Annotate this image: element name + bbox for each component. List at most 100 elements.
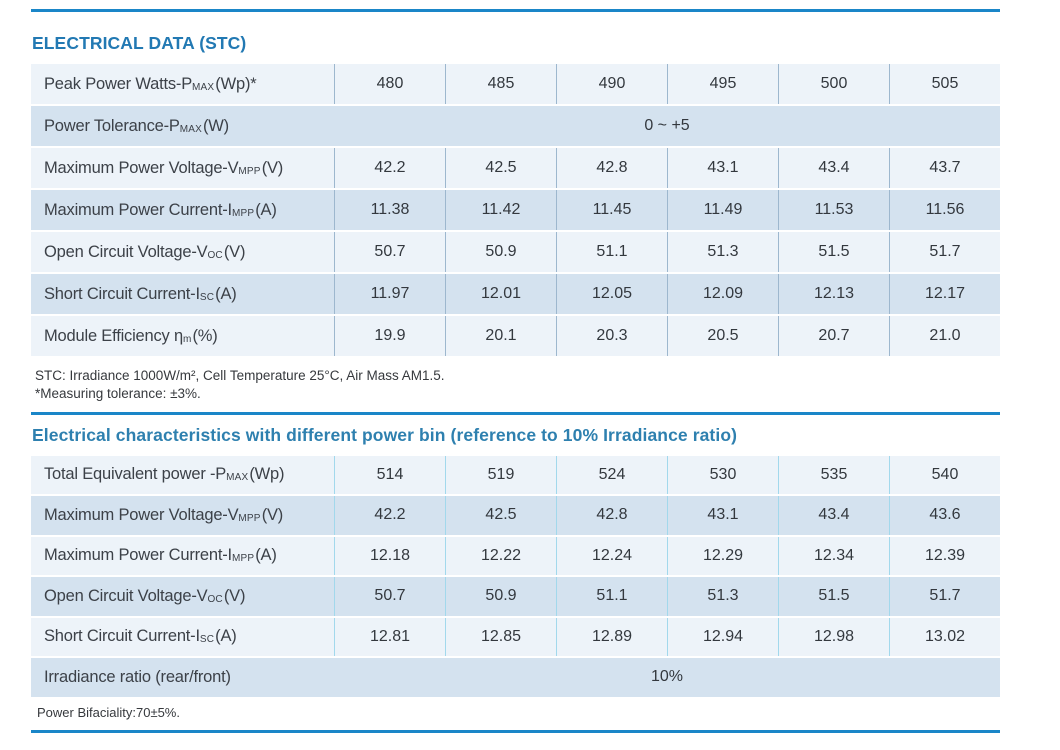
value-cell: 21.0 — [889, 316, 1000, 356]
value-cell: 495 — [667, 64, 778, 104]
table-row: Peak Power Watts-P MAX (Wp)* 480 485 490 … — [31, 64, 1000, 104]
row-label: Maximum Power Current-I MPP (A) — [31, 537, 334, 576]
value-cell: 43.4 — [778, 496, 889, 535]
value-cell: 51.1 — [556, 577, 667, 616]
row-label: Power Tolerance-P MAX (W) — [31, 106, 334, 146]
table-row: Short Circuit Current-I SC (A) 12.81 12.8… — [31, 617, 1000, 657]
label-subscript: MPP — [231, 207, 255, 219]
value-cell: 50.9 — [445, 232, 556, 272]
label-subscript: SC — [199, 291, 215, 303]
value-cell: 12.18 — [334, 536, 445, 575]
row-label: Short Circuit Current-I SC (A) — [31, 618, 334, 657]
value-cell: 535 — [778, 455, 889, 494]
value-cell: 20.3 — [556, 316, 667, 356]
label-subscript: m — [182, 333, 192, 345]
value-cell: 51.7 — [889, 577, 1000, 616]
label-unit: (A) — [255, 200, 277, 219]
value-cell: 51.7 — [889, 232, 1000, 272]
table-row: Open Circuit Voltage-V OC (V) 50.7 50.9 5… — [31, 577, 1000, 616]
stc-footnotes: STC: Irradiance 1000W/m², Cell Temperatu… — [35, 367, 1000, 403]
value-cell: 12.94 — [667, 617, 778, 656]
value-cell: 12.09 — [667, 274, 778, 314]
value-cell: 51.3 — [667, 232, 778, 272]
row-label: Module Efficiency η m (%) — [31, 316, 334, 356]
value-cell: 43.7 — [889, 148, 1000, 188]
value-cell: 50.9 — [445, 577, 556, 616]
row-label: Short Circuit Current-I SC (A) — [31, 274, 334, 314]
value-cell: 20.5 — [667, 316, 778, 356]
value-cell: 11.45 — [556, 190, 667, 230]
top-divider-rule — [31, 9, 1000, 12]
value-cell: 514 — [334, 455, 445, 494]
spanning-value-cell: 10% — [650, 668, 684, 686]
value-cell: 500 — [778, 64, 889, 104]
row-label: Maximum Power Voltage-V MPP (V) — [31, 496, 334, 535]
value-cell: 11.42 — [445, 190, 556, 230]
label-unit: (Wp) — [249, 465, 285, 484]
value-cell: 50.7 — [334, 577, 445, 616]
electrical-data-stc-table: Peak Power Watts-P MAX (Wp)* 480 485 490 … — [31, 64, 1000, 356]
table-row: Open Circuit Voltage-V OC (V) 50.7 50.9 5… — [31, 232, 1000, 272]
label-subscript: OC — [207, 593, 223, 605]
value-cell: 480 — [334, 64, 445, 104]
label-text: Open Circuit Voltage-V — [44, 586, 208, 605]
value-cell: 51.3 — [667, 577, 778, 616]
label-subscript: MPP — [231, 553, 255, 565]
value-cell: 485 — [445, 64, 556, 104]
label-text: Short Circuit Current-I — [44, 284, 200, 303]
value-cell: 42.5 — [445, 496, 556, 535]
label-subscript: MAX — [192, 81, 215, 93]
label-unit: (A) — [215, 627, 237, 646]
value-cell: 12.89 — [556, 617, 667, 656]
table-row: Maximum Power Voltage-V MPP (V) 42.2 42.5… — [31, 496, 1000, 535]
label-text: Maximum Power Current-I — [44, 200, 232, 219]
value-cell: 20.1 — [445, 316, 556, 356]
value-cell: 490 — [556, 64, 667, 104]
row-label: Maximum Power Current-I MPP (A) — [31, 190, 334, 230]
value-cell: 12.24 — [556, 536, 667, 575]
value-cell: 19.9 — [334, 316, 445, 356]
value-cell: 12.81 — [334, 617, 445, 656]
label-text: Peak Power Watts-P — [44, 74, 193, 93]
label-unit: (V) — [261, 505, 284, 524]
value-cell: 43.6 — [889, 496, 1000, 535]
stc-conditions-note: STC: Irradiance 1000W/m², Cell Temperatu… — [35, 368, 445, 383]
label-text: Irradiance ratio (rear/front) — [44, 667, 231, 686]
row-label: Total Equivalent power -P MAX (Wp) — [31, 456, 334, 495]
table-row: Short Circuit Current-I SC (A) 11.97 12.0… — [31, 274, 1000, 314]
table-row: Irradiance ratio (rear/front) 10% — [31, 658, 1000, 697]
value-cell: 42.2 — [334, 148, 445, 188]
label-text: Maximum Power Current-I — [44, 546, 232, 565]
label-unit: (%) — [192, 326, 218, 345]
label-subscript: OC — [207, 249, 223, 261]
value-cell: 43.4 — [778, 148, 889, 188]
label-text: Open Circuit Voltage-V — [44, 242, 208, 261]
value-cell: 12.13 — [778, 274, 889, 314]
value-cell: 51.1 — [556, 232, 667, 272]
measuring-tolerance-note: *Measuring tolerance: ±3%. — [35, 386, 201, 401]
label-unit: (V) — [261, 158, 284, 177]
power-bin-table: Total Equivalent power -P MAX (Wp) 514 51… — [31, 455, 1000, 697]
value-cell: 12.39 — [889, 536, 1000, 575]
label-text: Total Equivalent power -P — [44, 465, 227, 484]
table-row: Total Equivalent power -P MAX (Wp) 514 51… — [31, 455, 1000, 495]
row-label: Maximum Power Voltage-V MPP (V) — [31, 148, 334, 188]
value-cell: 50.7 — [334, 232, 445, 272]
label-text: Module Efficiency η — [44, 326, 183, 345]
label-unit: (V) — [223, 242, 246, 261]
row-label: Peak Power Watts-P MAX (Wp)* — [31, 64, 334, 104]
value-cell: 540 — [889, 455, 1000, 494]
middle-divider-rule — [31, 412, 1000, 415]
label-text: Short Circuit Current-I — [44, 627, 200, 646]
label-text: Maximum Power Voltage-V — [44, 505, 239, 524]
label-unit: (A) — [255, 546, 277, 565]
value-cell: 12.05 — [556, 274, 667, 314]
spanning-value-cell: 0 ~ +5 — [644, 117, 690, 134]
value-cell: 12.98 — [778, 617, 889, 656]
value-cell: 12.22 — [445, 536, 556, 575]
value-cell: 12.01 — [445, 274, 556, 314]
section1-title: ELECTRICAL DATA (STC) — [32, 33, 247, 53]
value-cell: 51.5 — [778, 232, 889, 272]
label-subscript: SC — [199, 634, 215, 646]
value-cell: 12.85 — [445, 617, 556, 656]
